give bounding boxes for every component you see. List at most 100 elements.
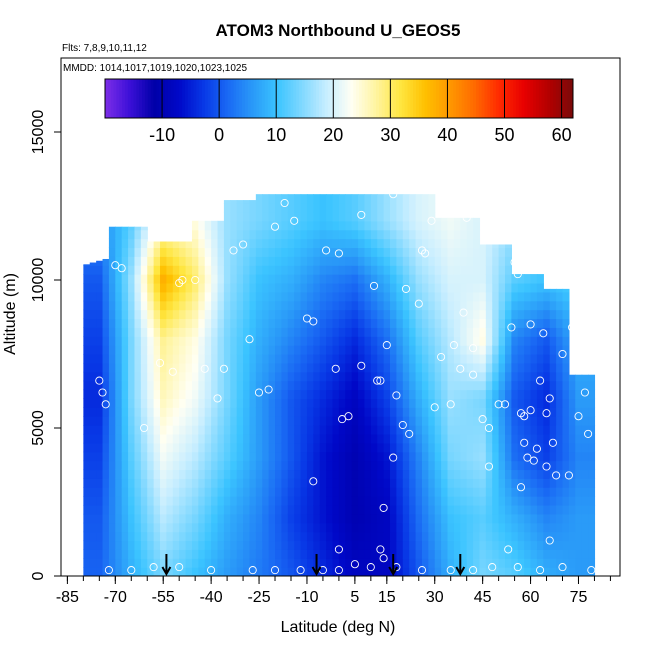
field-cell — [383, 487, 391, 497]
field-cell — [441, 451, 449, 462]
field-cell — [185, 478, 193, 488]
field-cell — [121, 345, 129, 355]
field-cell — [223, 478, 231, 488]
field-cell — [562, 487, 570, 497]
field-cell — [83, 460, 91, 471]
field-cell — [153, 567, 161, 576]
field-cell — [441, 300, 449, 311]
field-cell — [370, 549, 378, 559]
field-cell — [364, 229, 372, 240]
field-cell — [409, 398, 417, 408]
field-cell — [96, 398, 104, 408]
field-cell — [332, 345, 340, 355]
field-cell — [306, 229, 314, 240]
field-cell — [530, 291, 538, 302]
field-cell — [179, 362, 187, 373]
colorbar-strip — [396, 79, 400, 118]
field-cell — [268, 274, 276, 284]
field-cell — [415, 522, 423, 533]
field-cell — [575, 540, 583, 550]
field-cell — [549, 469, 557, 479]
field-cell — [223, 567, 231, 576]
field-cell — [364, 478, 372, 488]
field-cell — [147, 487, 155, 497]
field-cell — [281, 451, 289, 462]
field-cell — [396, 442, 404, 453]
field-cell — [428, 540, 436, 550]
field-cell — [166, 327, 174, 337]
field-cell — [319, 513, 327, 524]
field-cell — [543, 487, 551, 497]
colorbar-strip — [481, 79, 486, 118]
sample-point — [389, 453, 398, 462]
field-cell — [191, 531, 199, 542]
field-cell — [581, 478, 589, 488]
field-cell — [479, 496, 487, 506]
field-cell — [140, 460, 148, 471]
field-cell — [160, 469, 168, 479]
field-cell — [402, 496, 410, 506]
field-cell — [549, 291, 557, 302]
field-cell — [153, 549, 161, 559]
field-cell — [115, 371, 123, 382]
field-cell — [319, 194, 327, 204]
field-cell — [326, 291, 334, 302]
field-cell — [243, 256, 251, 266]
field-cell — [390, 478, 397, 488]
field-cell — [191, 238, 199, 249]
field-cell — [179, 496, 187, 506]
field-cell — [134, 380, 142, 391]
field-cell — [383, 274, 391, 284]
field-cell — [447, 558, 455, 568]
field-cell — [402, 425, 410, 435]
x-tick-label: 60 — [522, 589, 540, 606]
field-cell — [211, 558, 219, 568]
field-cell — [332, 291, 340, 302]
field-cell — [287, 504, 295, 515]
field-cell — [102, 504, 110, 515]
field-cell — [140, 531, 148, 542]
field-cell — [147, 362, 155, 373]
field-cell — [562, 478, 570, 488]
field-cell — [530, 469, 538, 479]
field-cell — [300, 247, 308, 257]
field-cell — [128, 442, 136, 453]
field-cell — [108, 425, 116, 435]
field-cell — [370, 433, 378, 444]
field-cell — [421, 354, 429, 364]
field-cell — [191, 398, 199, 408]
field-cell — [211, 229, 219, 240]
field-cell — [402, 469, 410, 479]
field-cell — [153, 247, 161, 257]
field-cell — [306, 567, 314, 576]
field-cell — [473, 407, 481, 417]
field-cell — [377, 460, 385, 471]
field-cell — [479, 522, 487, 533]
field-cell — [390, 265, 397, 275]
field-cell — [556, 442, 564, 453]
field-cell — [102, 362, 110, 373]
field-cell — [460, 433, 468, 444]
field-cell — [575, 433, 583, 444]
field-cell — [453, 531, 461, 542]
field-cell — [294, 433, 302, 444]
field-cell — [147, 442, 155, 453]
colorbar-strip — [475, 79, 480, 118]
field-cell — [255, 256, 263, 266]
field-cell — [390, 211, 397, 222]
field-cell — [460, 345, 468, 355]
field-cell — [447, 265, 455, 275]
field-cell — [230, 425, 238, 435]
field-cell — [434, 416, 442, 426]
colorbar-strip — [299, 79, 303, 118]
field-cell — [185, 241, 193, 249]
y-tick-label: 15000 — [30, 110, 47, 155]
field-cell — [326, 433, 334, 444]
field-cell — [300, 407, 308, 417]
field-cell — [217, 487, 225, 497]
field-cell — [332, 309, 340, 320]
field-cell — [492, 371, 500, 382]
field-cell — [530, 274, 538, 284]
field-cell — [211, 469, 219, 479]
field-cell — [108, 487, 116, 497]
